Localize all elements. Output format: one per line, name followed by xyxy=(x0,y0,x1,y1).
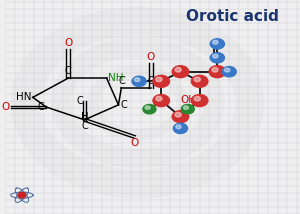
Circle shape xyxy=(143,104,156,114)
Circle shape xyxy=(18,192,26,198)
Circle shape xyxy=(213,40,218,44)
Text: C: C xyxy=(118,76,125,86)
Text: O: O xyxy=(147,52,155,62)
Text: HN: HN xyxy=(16,92,31,102)
Circle shape xyxy=(191,95,208,107)
Text: H: H xyxy=(81,112,88,122)
Circle shape xyxy=(210,53,224,63)
Circle shape xyxy=(173,123,188,134)
Text: O: O xyxy=(64,38,72,48)
Circle shape xyxy=(194,96,200,101)
Circle shape xyxy=(156,77,162,82)
Text: OH: OH xyxy=(180,95,196,104)
Circle shape xyxy=(184,106,188,109)
Text: NH: NH xyxy=(108,73,124,83)
Circle shape xyxy=(191,75,208,87)
Circle shape xyxy=(212,67,218,72)
Circle shape xyxy=(209,66,226,78)
Text: C: C xyxy=(65,66,72,76)
Circle shape xyxy=(175,112,181,117)
Circle shape xyxy=(213,54,218,58)
Circle shape xyxy=(153,75,169,87)
Text: C: C xyxy=(81,121,88,131)
Text: O: O xyxy=(130,138,139,148)
Circle shape xyxy=(176,125,181,129)
Circle shape xyxy=(175,67,181,72)
Text: C: C xyxy=(76,96,83,106)
Text: H: H xyxy=(81,112,88,122)
Text: C: C xyxy=(121,100,128,110)
Circle shape xyxy=(224,68,230,72)
Circle shape xyxy=(145,106,150,109)
Circle shape xyxy=(210,39,224,49)
Circle shape xyxy=(181,104,194,114)
Circle shape xyxy=(132,76,146,86)
Circle shape xyxy=(194,77,200,82)
Circle shape xyxy=(172,111,189,123)
Circle shape xyxy=(156,96,162,101)
Text: C: C xyxy=(148,76,154,86)
Text: O: O xyxy=(1,102,9,112)
Circle shape xyxy=(153,95,169,107)
Circle shape xyxy=(172,66,189,78)
Text: Orotic acid: Orotic acid xyxy=(186,9,278,24)
Circle shape xyxy=(134,78,140,82)
Text: C: C xyxy=(38,102,45,112)
Circle shape xyxy=(222,67,236,77)
